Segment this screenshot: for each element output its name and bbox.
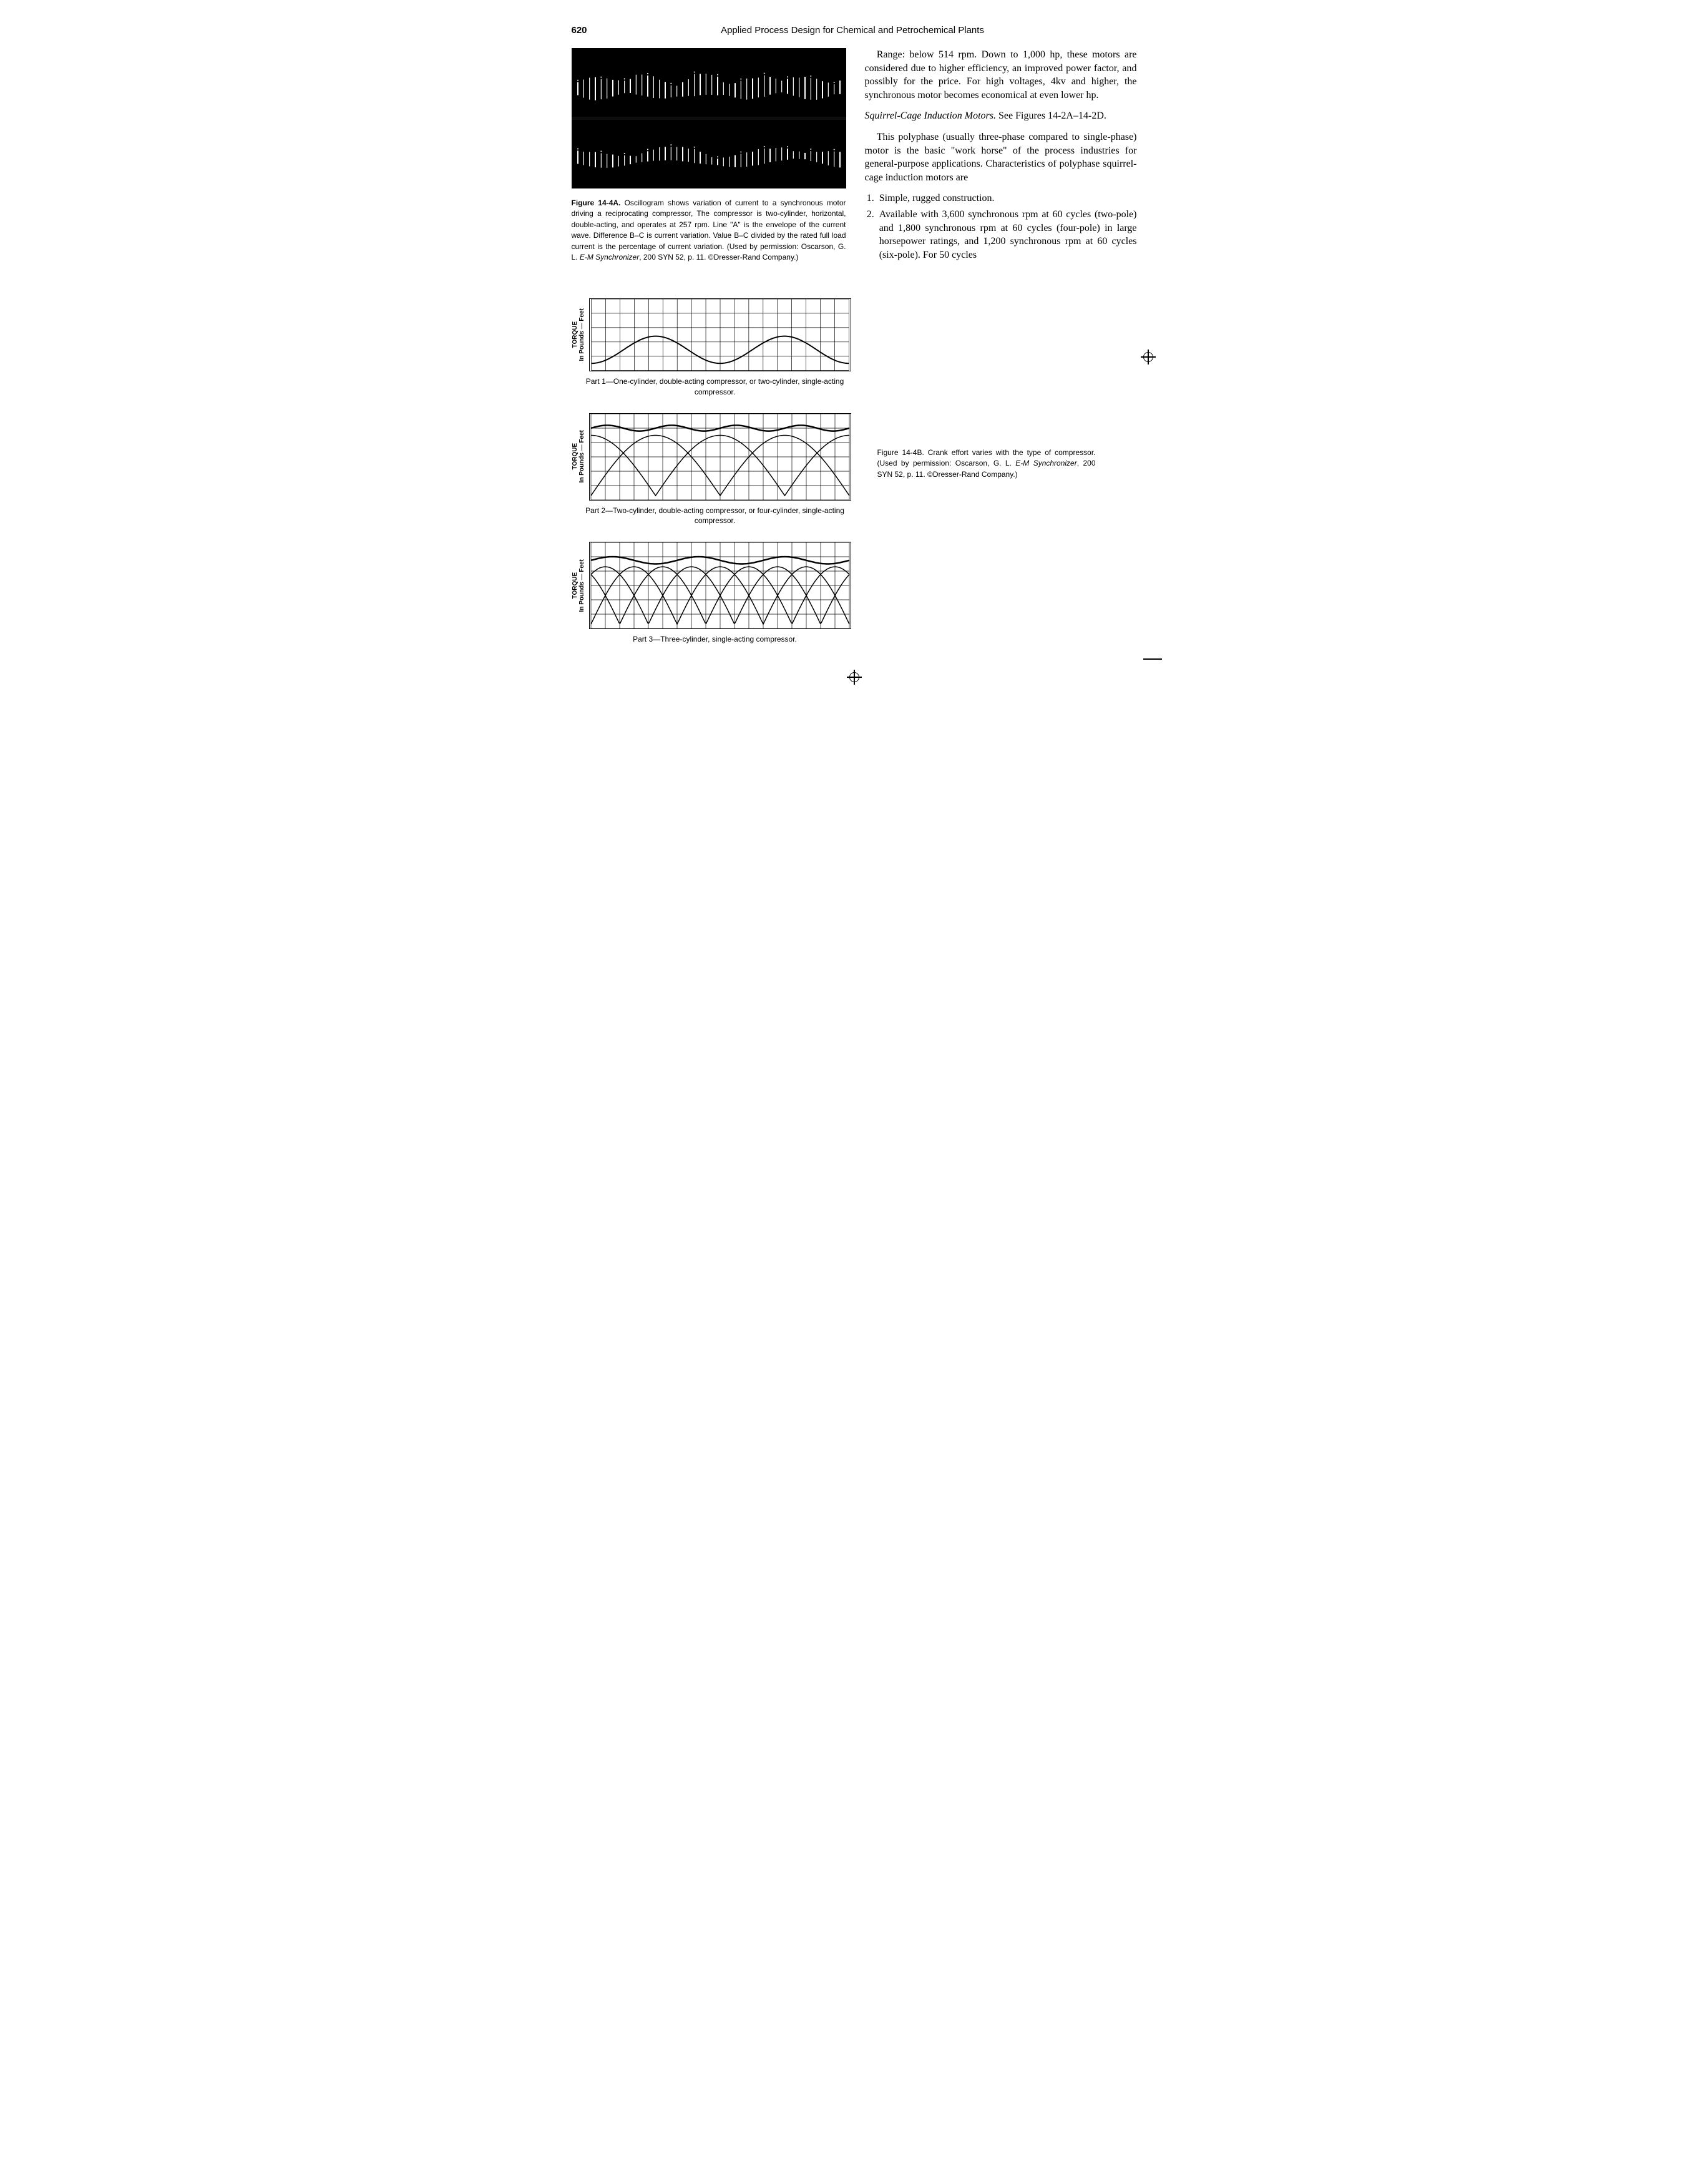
figure-label: Figure 14-4A. — [572, 198, 621, 207]
registration-mark-bottom — [572, 670, 1137, 685]
subhead-rest: See Figures 14-2A–14-2D. — [996, 110, 1106, 121]
torque-chart-caption: Part 2—Two-cylinder, double-acting compr… — [572, 506, 859, 527]
torque-chart-1: TORQUEIn Pounds — Feet — [572, 298, 859, 371]
torque-chart-caption: Part 3—Three-cylinder, single-acting com… — [572, 634, 859, 645]
oscillogram-figure — [572, 48, 846, 188]
upper-two-column: Figure 14-4A. Oscillogram shows variatio… — [572, 48, 1137, 264]
torque-chart-caption: Part 1—One-cylinder, double-acting compr… — [572, 376, 859, 398]
page: 620 Applied Process Design for Chemical … — [572, 25, 1137, 685]
torque-charts-column: TORQUEIn Pounds — Feet Part 1—One-cylinde… — [572, 283, 859, 645]
characteristics-list: Simple, rugged construction. Available wi… — [877, 192, 1137, 262]
right-column: Range: below 514 rpm. Down to 1,000 hp, … — [865, 48, 1137, 264]
registration-mark-side — [1141, 350, 1156, 364]
subhead-italic: Squirrel-Cage Induction Motors. — [865, 110, 997, 121]
page-number: 620 — [572, 25, 587, 36]
subheading: Squirrel-Cage Induction Motors. See Figu… — [865, 109, 1137, 123]
torque-ylabel: TORQUEIn Pounds — Feet — [572, 430, 585, 482]
torque-chart-2: TORQUEIn Pounds — Feet — [572, 413, 859, 501]
body-para-2: This polyphase (usually three-phase comp… — [865, 130, 1137, 184]
figure-14-4a-caption: Figure 14-4A. Oscillogram shows variatio… — [572, 198, 846, 263]
torque-ylabel: TORQUEIn Pounds — Feet — [572, 308, 585, 361]
figure-caption-text: Oscillogram shows variation of current t… — [572, 198, 846, 262]
page-header: 620 Applied Process Design for Chemical … — [572, 25, 1137, 36]
figure-14-4b-caption: Figure 14-4B. Crank effort varies with t… — [877, 448, 1096, 480]
torque-chart-3: TORQUEIn Pounds — Feet — [572, 542, 859, 629]
torque-section: TORQUEIn Pounds — Feet Part 1—One-cylinde… — [572, 283, 1137, 645]
body-para-1: Range: below 514 rpm. Down to 1,000 hp, … — [865, 48, 1137, 102]
torque-ylabel: TORQUEIn Pounds — Feet — [572, 559, 585, 612]
list-item: Simple, rugged construction. — [877, 192, 1137, 205]
crop-mark — [1143, 658, 1162, 660]
figure-14-4b-caption-col: Figure 14-4B. Crank effort varies with t… — [877, 448, 1096, 480]
figure-label: Figure 14-4B. — [877, 448, 924, 457]
left-column: Figure 14-4A. Oscillogram shows variatio… — [572, 48, 846, 264]
running-title: Applied Process Design for Chemical and … — [721, 25, 984, 36]
list-item: Available with 3,600 synchronous rpm at … — [877, 208, 1137, 262]
